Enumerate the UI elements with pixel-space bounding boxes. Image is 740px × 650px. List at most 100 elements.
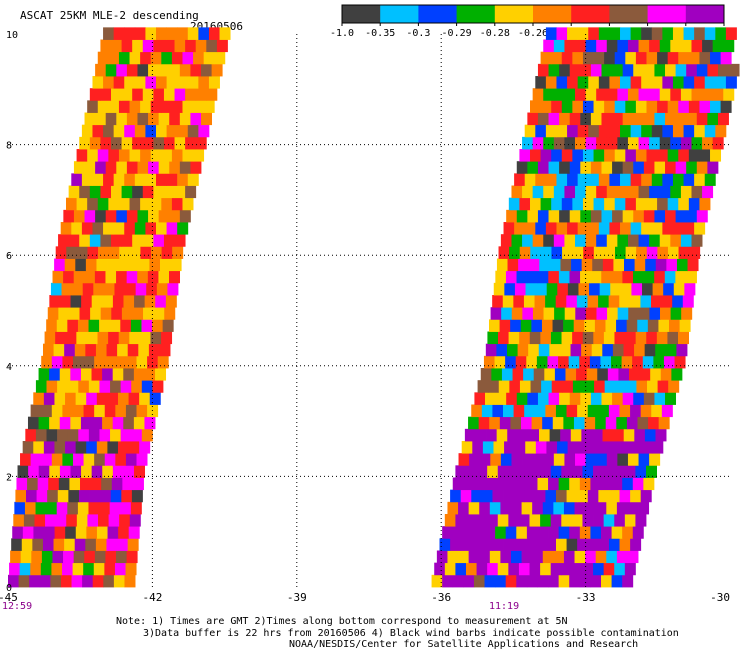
- heat-cell: [566, 295, 578, 308]
- heat-cell: [640, 489, 652, 503]
- heat-cell: [80, 368, 92, 381]
- heat-cell: [627, 550, 639, 564]
- heat-cell: [116, 63, 128, 77]
- heat-cell: [481, 404, 493, 418]
- heat-cell: [667, 51, 679, 65]
- heat-cell: [637, 416, 649, 430]
- heat-cell: [497, 562, 509, 576]
- note-line-3: NOAA/NESDIS/Center for Satellite Applica…: [289, 639, 639, 650]
- heat-cell: [671, 368, 683, 381]
- heat-cell: [526, 477, 538, 491]
- heat-cell: [101, 477, 113, 491]
- heat-cell: [111, 307, 123, 320]
- heat-cell: [166, 222, 178, 235]
- heat-cell: [596, 88, 608, 101]
- heat-cell: [187, 76, 199, 89]
- heat-cell: [647, 380, 659, 393]
- heat-cell: [473, 526, 485, 539]
- heat-cell: [505, 477, 517, 491]
- heat-cell: [662, 76, 674, 89]
- heat-cell: [160, 258, 171, 272]
- heat-cell: [643, 209, 655, 223]
- heat-cell: [38, 465, 50, 478]
- heat-cell: [463, 574, 475, 588]
- heat-cell: [582, 331, 594, 345]
- heat-cell: [546, 282, 558, 296]
- heat-cell: [678, 51, 690, 65]
- heat-cell: [635, 51, 647, 65]
- heat-cell: [490, 307, 502, 320]
- heat-cell: [569, 112, 581, 126]
- heat-cell: [624, 258, 635, 272]
- heat-cell: [596, 39, 608, 53]
- heat-cell: [641, 173, 653, 186]
- heat-cell: [528, 428, 540, 442]
- heat-cell: [102, 416, 114, 430]
- heat-cell: [696, 63, 708, 77]
- heat-cell: [643, 477, 655, 491]
- heat-cell: [132, 234, 144, 247]
- heat-cell: [108, 51, 120, 65]
- heat-cell: [651, 404, 663, 418]
- heat-cell: [581, 258, 593, 272]
- heat-cell: [586, 368, 598, 381]
- heat-cell: [659, 39, 671, 53]
- heat-cell: [518, 258, 530, 272]
- heat-cell: [704, 27, 716, 40]
- heat-cell: [96, 441, 108, 454]
- heat-cell: [30, 404, 42, 418]
- heat-cell: [605, 319, 617, 332]
- heat-cell: [52, 270, 64, 284]
- heat-cell: [681, 307, 693, 320]
- heat-cell: [655, 343, 667, 357]
- heat-cell: [102, 295, 114, 308]
- heat-cell: [696, 112, 708, 126]
- heat-cell: [612, 63, 624, 77]
- heat-cell: [659, 136, 671, 150]
- heat-cell: [38, 416, 50, 430]
- heat-cell: [103, 27, 115, 40]
- heat-cell: [667, 246, 679, 259]
- heat-cell: [109, 319, 121, 332]
- heat-cell: [654, 161, 666, 174]
- heat-cell: [127, 343, 139, 357]
- heat-cell: [596, 185, 608, 199]
- heat-cell: [506, 343, 518, 357]
- heat-cell: [121, 307, 133, 320]
- heat-cell: [64, 538, 76, 551]
- heat-cell: [97, 149, 109, 162]
- heat-cell: [579, 574, 591, 588]
- heat-cell: [664, 270, 676, 284]
- heat-cell: [442, 526, 454, 539]
- heat-cell: [672, 173, 684, 186]
- heat-cell: [712, 39, 724, 53]
- heat-cell: [596, 453, 608, 466]
- heat-cell: [654, 270, 666, 284]
- heat-cell: [585, 234, 597, 247]
- heat-cell: [587, 538, 599, 551]
- heat-cell: [436, 550, 448, 564]
- heat-cell: [64, 258, 76, 272]
- heat-cell: [595, 501, 607, 515]
- heat-cell: [674, 355, 686, 369]
- heat-cell: [140, 100, 152, 113]
- heat-cell: [614, 465, 626, 478]
- heat-cell: [11, 538, 23, 551]
- heat-cell: [649, 234, 661, 247]
- heat-cell: [10, 550, 22, 564]
- heat-cell: [606, 550, 618, 564]
- heat-cell: [572, 149, 584, 162]
- colorbar-segment: [571, 5, 610, 23]
- heat-cell: [129, 51, 141, 65]
- heat-cell: [672, 295, 684, 308]
- heat-cell: [442, 574, 454, 588]
- heat-cell: [710, 149, 722, 162]
- heat-cell: [612, 392, 624, 405]
- heat-cell: [638, 39, 650, 53]
- heat-cell: [588, 222, 600, 235]
- heat-cell: [137, 112, 149, 126]
- heat-cell: [604, 197, 616, 211]
- heat-cell: [659, 234, 671, 247]
- heat-cell: [551, 149, 563, 162]
- heat-cell: [511, 307, 523, 320]
